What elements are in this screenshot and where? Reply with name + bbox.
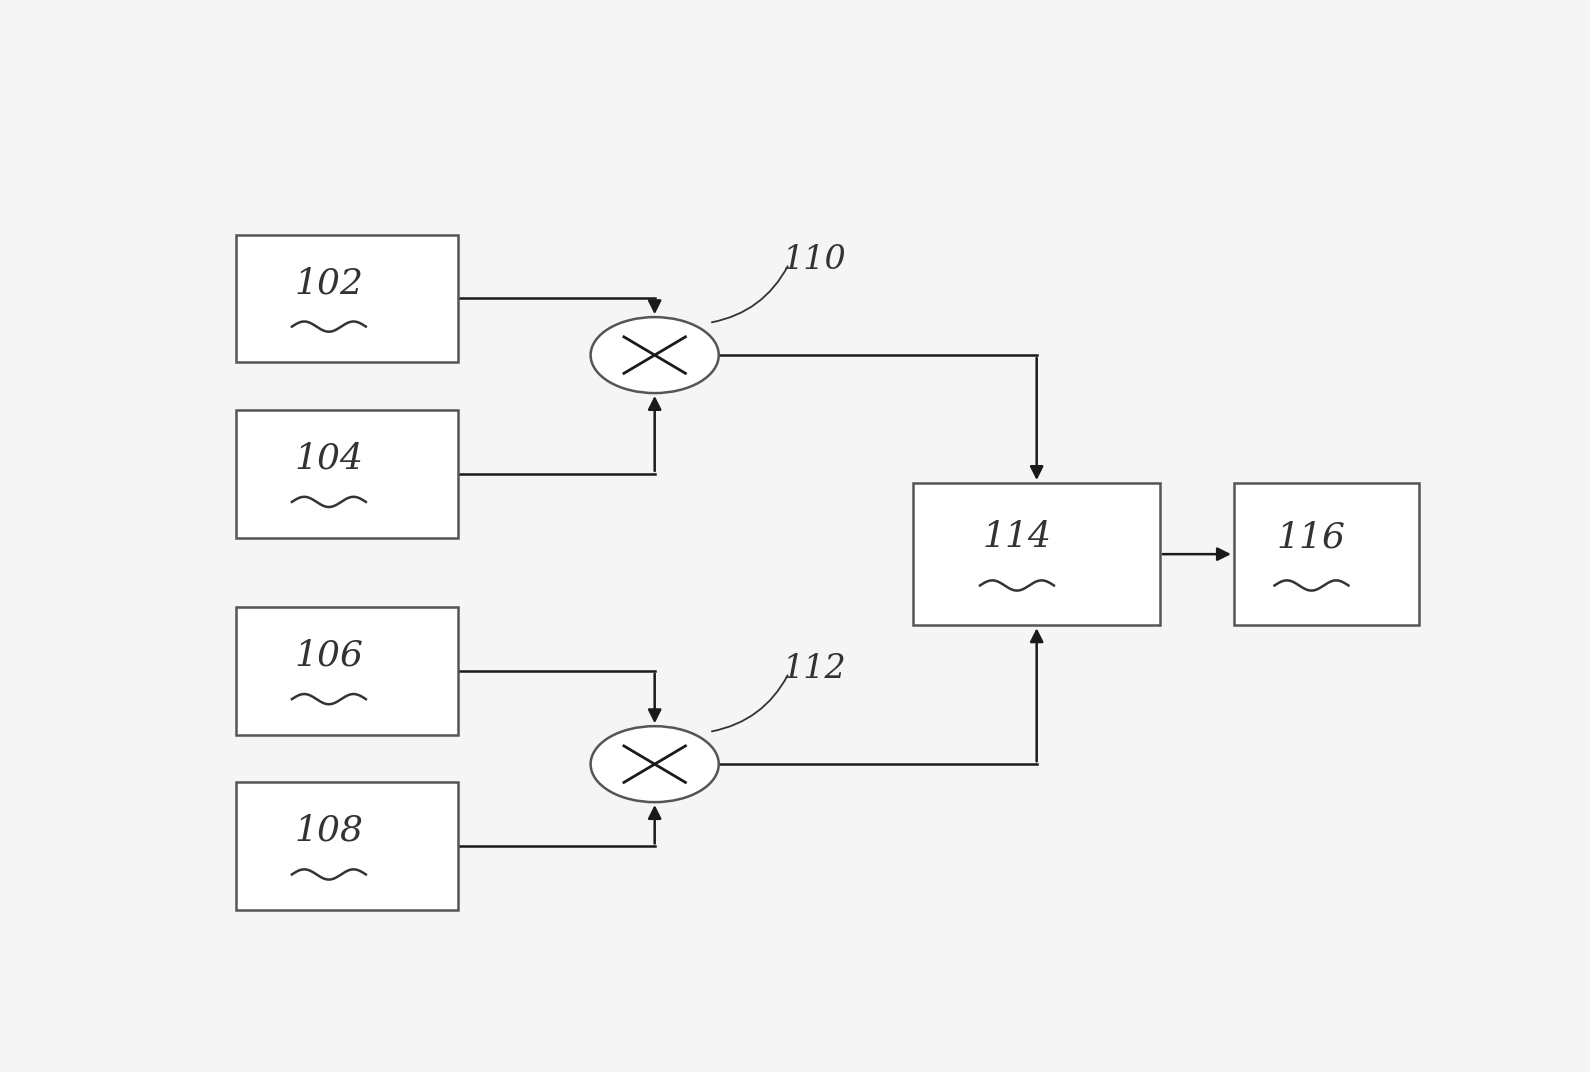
Text: 116: 116 [1277, 520, 1347, 554]
Text: 104: 104 [294, 442, 364, 476]
Bar [1234, 482, 1418, 625]
Circle shape [590, 726, 719, 802]
Text: 110: 110 [782, 244, 846, 277]
Bar [235, 235, 458, 362]
Circle shape [590, 317, 719, 393]
Bar [913, 482, 1159, 625]
Text: 112: 112 [782, 653, 846, 685]
Bar [235, 783, 458, 910]
Bar [235, 410, 458, 538]
Text: 114: 114 [983, 520, 1051, 554]
Text: 102: 102 [294, 266, 364, 300]
Text: 108: 108 [294, 814, 364, 848]
Text: 106: 106 [294, 639, 364, 672]
Bar [235, 607, 458, 735]
